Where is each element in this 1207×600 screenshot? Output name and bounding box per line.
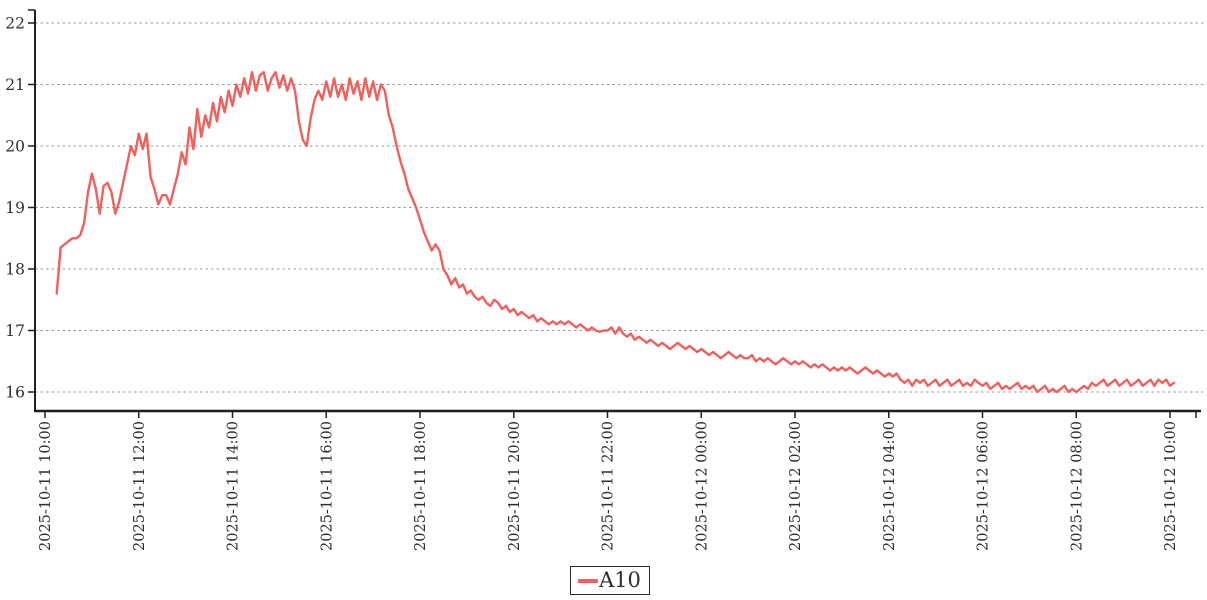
axes (28, 9, 1201, 418)
y-tick-label: 17 (5, 322, 25, 340)
x-tick-label: 2025-10-11 22:00 (601, 421, 617, 551)
gridlines (35, 22, 1205, 393)
x-tick-label: 2025-10-12 02:00 (788, 421, 804, 551)
y-tick-label: 20 (5, 138, 25, 156)
x-tick-label: 2025-10-12 08:00 (1069, 421, 1085, 551)
series-polyline-a10 (55, 70, 1176, 394)
x-tick-label: 2025-10-12 06:00 (976, 421, 992, 551)
legend[interactable]: A10 (570, 566, 650, 595)
y-tick-label: 21 (5, 76, 25, 94)
x-tick-label: 2025-10-11 18:00 (413, 421, 429, 551)
x-tick-label: 2025-10-11 14:00 (226, 421, 242, 551)
y-tick-label: 19 (5, 199, 25, 217)
x-axis-tick-labels: 2025-10-11 10:00 2025-10-11 12:00 2025-10-… (38, 421, 1179, 551)
y-tick-label: 16 (5, 384, 25, 402)
x-tick-label: 2025-10-11 20:00 (507, 421, 523, 551)
legend-label: A10 (599, 568, 641, 592)
y-axis-tick-labels: 16 17 18 19 20 21 22 (5, 15, 25, 402)
x-tick-label: 2025-10-12 00:00 (694, 421, 710, 551)
x-tick-label: 2025-10-11 16:00 (319, 421, 335, 551)
x-tick-label: 2025-10-12 10:00 (1163, 421, 1179, 551)
y-tick-label: 22 (5, 15, 25, 33)
legend-line-marker-icon (578, 578, 598, 583)
x-tick-label: 2025-10-11 10:00 (38, 421, 54, 551)
x-tick-label: 2025-10-12 04:00 (882, 421, 898, 551)
y-tick-label: 18 (5, 261, 25, 279)
series-line-a10 (55, 70, 1176, 394)
x-tick-label: 2025-10-11 12:00 (132, 421, 148, 551)
